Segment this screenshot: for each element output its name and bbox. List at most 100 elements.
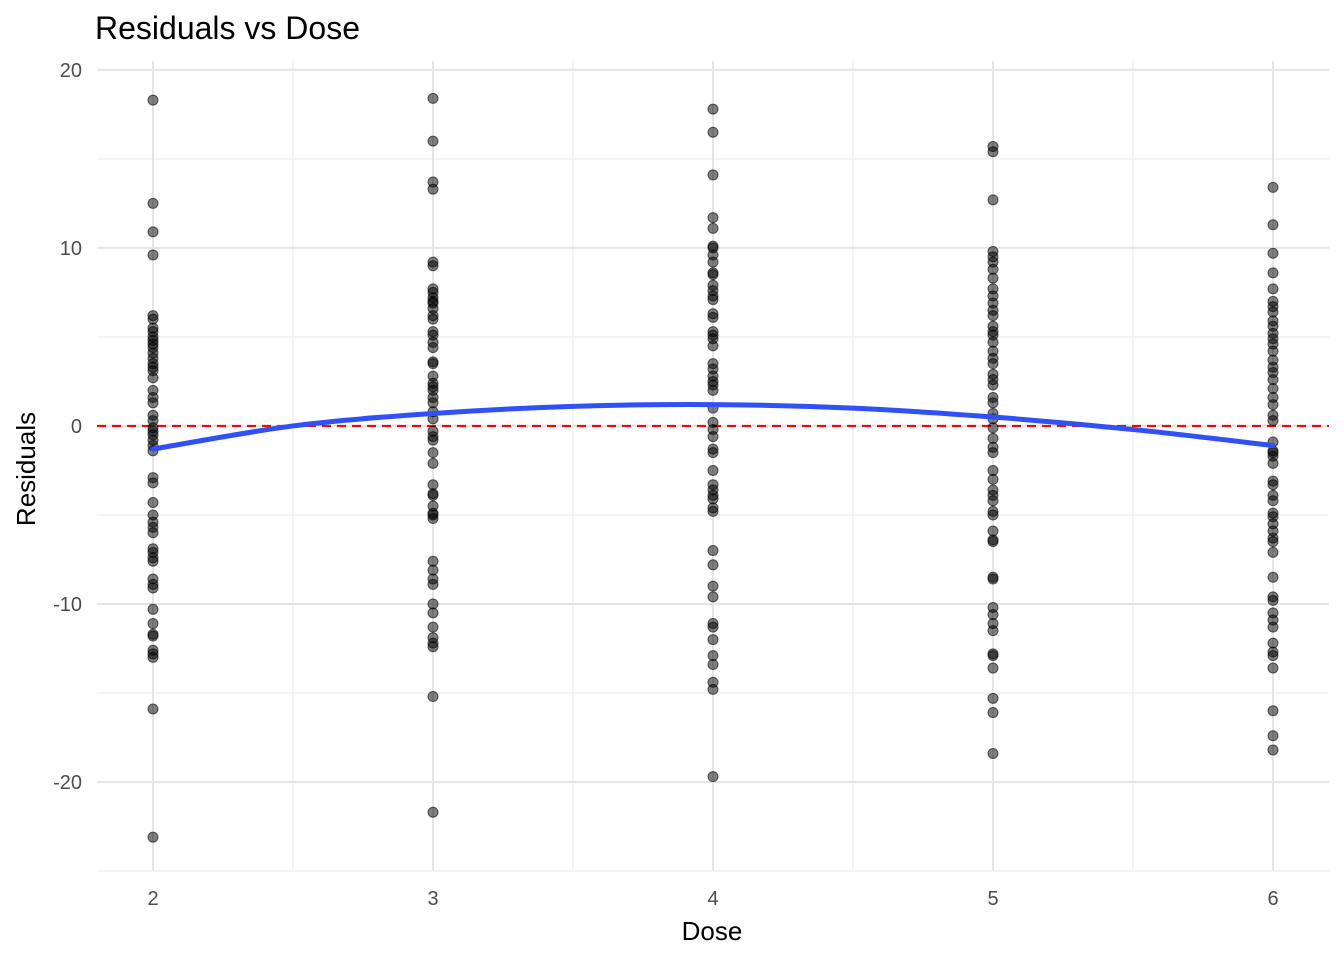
- scatter-point: [147, 397, 159, 409]
- scatter-point: [707, 559, 719, 571]
- scatter-point: [427, 513, 439, 525]
- scatter-point: [147, 496, 159, 508]
- scatter-point: [987, 194, 999, 206]
- scatter-point: [987, 473, 999, 485]
- scatter-point: [707, 621, 719, 633]
- scatter-point: [987, 650, 999, 662]
- x-axis-ticks: 2 3 4 5 6: [147, 888, 1278, 910]
- scatter-point: [987, 272, 999, 284]
- scatter-point: [1267, 705, 1279, 717]
- scatter-point: [707, 103, 719, 115]
- scatter-point: [987, 573, 999, 585]
- scatter-point: [147, 651, 159, 663]
- scatter-point: [1267, 546, 1279, 558]
- data-points: [147, 92, 1279, 843]
- scatter-point: [1267, 650, 1279, 662]
- x-tick-label: 2: [147, 888, 158, 910]
- scatter-point: [147, 477, 159, 489]
- scatter-point: [147, 197, 159, 209]
- y-axis-ticks: -20 -10 0 10 20: [53, 60, 82, 794]
- scatter-point: [707, 340, 719, 352]
- scatter-point: [1267, 479, 1279, 491]
- scatter-point: [707, 126, 719, 138]
- y-tick-label: 0: [71, 416, 82, 438]
- scatter-point: [1267, 730, 1279, 742]
- scatter-point: [707, 683, 719, 695]
- scatter-point: [147, 582, 159, 594]
- y-axis-title: Residuals: [11, 412, 41, 526]
- y-tick-label: -20: [53, 772, 82, 794]
- scatter-point: [427, 607, 439, 619]
- scatter-point: [427, 447, 439, 459]
- scatter-point: [707, 545, 719, 557]
- y-tick-label: 20: [60, 60, 82, 82]
- scatter-point: [987, 358, 999, 370]
- scatter-point: [707, 256, 719, 268]
- scatter-point: [987, 397, 999, 409]
- scatter-point: [707, 634, 719, 646]
- scatter-point: [987, 509, 999, 521]
- x-tick-label: 6: [1267, 888, 1278, 910]
- scatter-point: [987, 447, 999, 459]
- scatter-point: [987, 146, 999, 158]
- scatter-point: [707, 658, 719, 670]
- scatter-point: [1267, 267, 1279, 279]
- scatter-point: [1267, 571, 1279, 583]
- scatter-point: [707, 447, 719, 459]
- scatter-point: [707, 431, 719, 443]
- scatter-point: [707, 212, 719, 224]
- scatter-point: [427, 92, 439, 104]
- scatter-point: [427, 489, 439, 501]
- scatter-point: [987, 692, 999, 704]
- scatter-point: [147, 618, 159, 630]
- scatter-point: [147, 703, 159, 715]
- scatter-point: [1267, 457, 1279, 469]
- scatter-point: [707, 464, 719, 476]
- scatter-point: [427, 457, 439, 469]
- scatter-point: [707, 294, 719, 306]
- scatter-point: [427, 183, 439, 195]
- scatter-point: [987, 379, 999, 391]
- scatter-point: [987, 707, 999, 719]
- scatter-point: [427, 342, 439, 354]
- scatter-point: [1267, 399, 1279, 411]
- scatter-point: [1267, 621, 1279, 633]
- y-tick-label: -10: [53, 594, 82, 616]
- scatter-point: [427, 691, 439, 703]
- scatter-point: [147, 94, 159, 106]
- scatter-point: [707, 384, 719, 396]
- scatter-point: [987, 495, 999, 507]
- scatter-point: [147, 249, 159, 261]
- scatter-point: [427, 434, 439, 446]
- scatter-point: [147, 527, 159, 539]
- x-tick-label: 3: [427, 888, 438, 910]
- scatter-point: [707, 269, 719, 281]
- scatter-point: [707, 222, 719, 234]
- scatter-point: [987, 536, 999, 548]
- scatter-point: [987, 310, 999, 322]
- chart-title: Residuals vs Dose: [95, 10, 360, 46]
- scatter-point: [1267, 415, 1279, 427]
- scatter-point: [147, 372, 159, 384]
- scatter-point: [147, 630, 159, 642]
- scatter-point: [1267, 181, 1279, 193]
- scatter-point: [1267, 662, 1279, 674]
- scatter-point: [707, 505, 719, 517]
- scatter-point: [427, 578, 439, 590]
- x-axis-title: Dose: [682, 916, 743, 946]
- scatter-point: [1267, 495, 1279, 507]
- scatter-point: [427, 358, 439, 370]
- scatter-point: [147, 555, 159, 567]
- scatter-point: [1267, 219, 1279, 231]
- scatter-point: [987, 625, 999, 637]
- scatter-point: [987, 422, 999, 434]
- scatter-point: [427, 641, 439, 653]
- scatter-point: [147, 226, 159, 238]
- scatter-point: [427, 313, 439, 325]
- scatter-point: [427, 621, 439, 633]
- scatter-point: [707, 591, 719, 603]
- scatter-point: [147, 603, 159, 615]
- scatter-point: [1267, 536, 1279, 548]
- scatter-point: [427, 260, 439, 272]
